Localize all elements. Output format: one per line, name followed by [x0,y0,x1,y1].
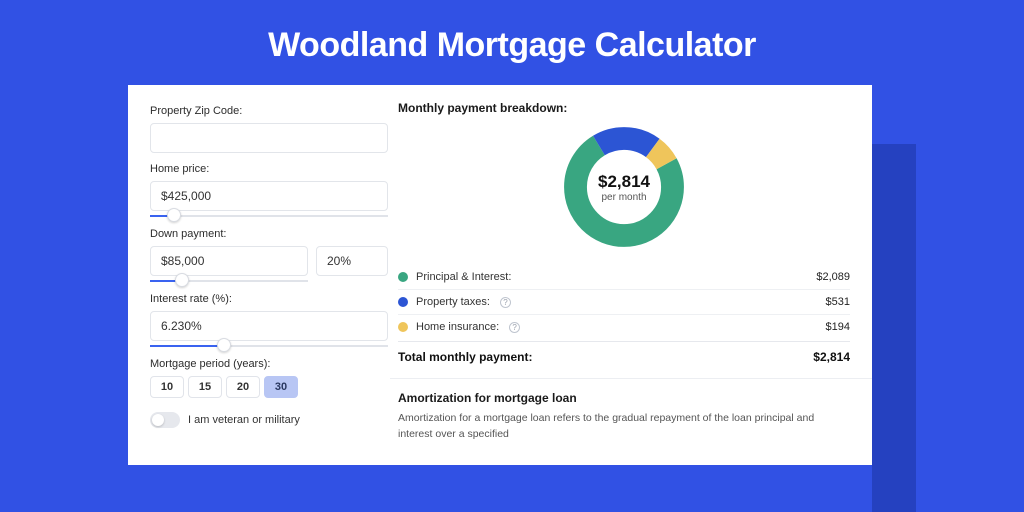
section-divider [390,378,872,379]
amortization-title: Amortization for mortgage loan [398,391,850,405]
legend-row: Home insurance:? $194 [398,315,850,339]
legend-value: $2,089 [816,271,850,283]
interest-rate-slider[interactable] [150,340,388,352]
home-price-input[interactable] [150,181,388,211]
backdrop-shadow [872,144,916,512]
mortgage-period-option[interactable]: 30 [264,376,298,398]
legend-dot-icon [398,322,408,332]
help-icon[interactable]: ? [509,322,520,333]
inputs-panel: Property Zip Code: Home price: Down paym… [128,85,390,465]
legend-label: Property taxes: [416,296,490,308]
legend-value: $531 [826,296,850,308]
calculator-card: Property Zip Code: Home price: Down paym… [128,85,872,465]
legend-row: Property taxes:? $531 [398,290,850,315]
total-row: Total monthly payment: $2,814 [398,341,850,374]
zip-label: Property Zip Code: [150,105,390,117]
home-price-label: Home price: [150,163,390,175]
interest-rate-label: Interest rate (%): [150,293,390,305]
breakdown-panel: Monthly payment breakdown: $2,814 per mo… [390,85,872,465]
total-label: Total monthly payment: [398,350,532,364]
total-value: $2,814 [813,350,850,364]
donut-center-label: per month [601,192,646,203]
zip-input[interactable] [150,123,388,153]
legend-row: Principal & Interest: $2,089 [398,265,850,290]
legend-dot-icon [398,297,408,307]
legend-label: Principal & Interest: [416,271,511,283]
page-title: Woodland Mortgage Calculator [0,0,1024,85]
down-payment-amount-input[interactable] [150,246,308,276]
veteran-toggle-label: I am veteran or military [188,414,300,426]
amortization-text: Amortization for a mortgage loan refers … [398,411,850,443]
mortgage-period-option[interactable]: 20 [226,376,260,398]
mortgage-period-label: Mortgage period (years): [150,358,390,370]
veteran-toggle[interactable] [150,412,180,428]
mortgage-period-option[interactable]: 15 [188,376,222,398]
donut-center-value: $2,814 [598,172,650,192]
legend-dot-icon [398,272,408,282]
legend-list: Principal & Interest: $2,089 Property taxe… [398,265,850,339]
interest-rate-input[interactable] [150,311,388,341]
donut-chart: $2,814 per month [398,123,850,251]
home-price-slider[interactable] [150,210,388,222]
help-icon[interactable]: ? [500,297,511,308]
breakdown-title: Monthly payment breakdown: [398,101,850,115]
legend-value: $194 [826,321,850,333]
down-payment-label: Down payment: [150,228,390,240]
mortgage-period-segments: 10152030 [150,376,390,398]
down-payment-slider[interactable] [150,275,308,287]
legend-label: Home insurance: [416,321,499,333]
mortgage-period-option[interactable]: 10 [150,376,184,398]
down-payment-percent-input[interactable] [316,246,388,276]
